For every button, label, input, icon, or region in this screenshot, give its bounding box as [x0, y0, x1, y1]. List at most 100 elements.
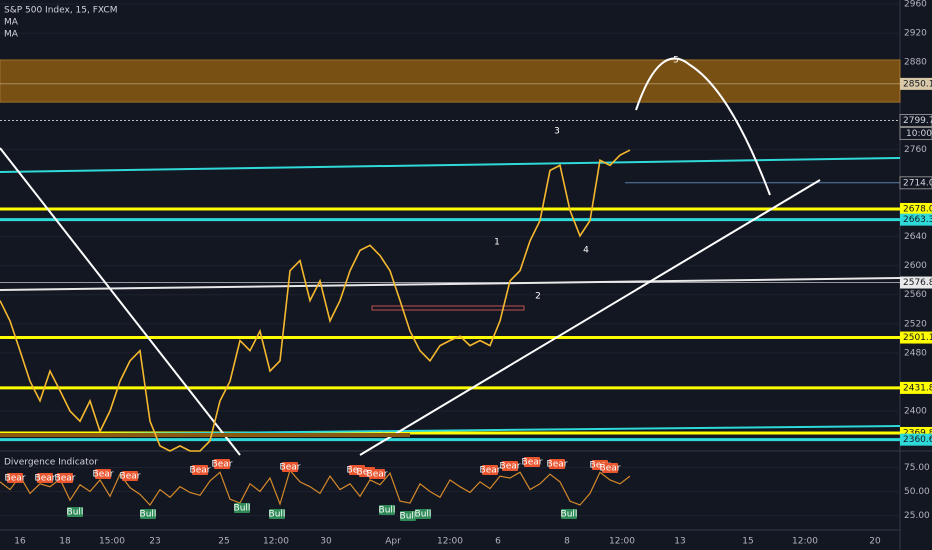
x-tick-label: 12:00 — [792, 537, 818, 547]
level-label-bg — [900, 331, 932, 344]
wave-label: 3 — [554, 127, 560, 137]
x-tick-label: 13 — [674, 537, 685, 547]
signal-label: Bull — [140, 510, 157, 520]
price-line — [0, 149, 631, 452]
signal-bg — [214, 459, 230, 469]
signal-label: Bear — [357, 468, 378, 478]
level-label-bg — [900, 213, 932, 226]
level-label: 2678.0 — [903, 204, 932, 214]
signal-label: Bear — [367, 470, 388, 480]
symbol-title: S&P 500 Index, 15, FXCM — [4, 6, 117, 16]
level-label-bg — [900, 381, 932, 394]
y-tick-label: 2480 — [904, 348, 927, 358]
signal-bg — [234, 503, 250, 513]
level-label: 2501.1 — [903, 333, 932, 343]
y-tick-label: 2880 — [904, 58, 927, 68]
x-tick-label: 8 — [564, 537, 570, 547]
signal-label: Bear — [280, 463, 301, 473]
signal-bg — [524, 457, 540, 467]
signal-bg — [57, 473, 73, 483]
y-tick-label: 2560 — [904, 290, 927, 300]
level-label-bg — [899, 114, 932, 128]
signal-label: Bear — [5, 474, 26, 484]
signal-label: Bull — [379, 506, 396, 516]
signal-bg — [502, 461, 518, 471]
signal-label: Bear — [600, 464, 621, 474]
level-label: 2850.1 — [903, 79, 932, 89]
level-label: 2714.0 — [903, 178, 932, 188]
y-tick-label: 2600 — [904, 261, 927, 271]
signal-bg — [192, 465, 208, 475]
range-box — [371, 305, 525, 311]
signal-label: Bear — [590, 461, 611, 471]
signal-label: Bear — [55, 474, 76, 484]
signal-bg — [282, 462, 298, 472]
wave-label: 2 — [535, 292, 541, 302]
wave-label: 4 — [583, 246, 589, 256]
level-label-bg — [900, 202, 932, 215]
signal-label: Bear — [347, 466, 368, 476]
y-tick-label: 50.00 — [904, 487, 930, 497]
signal-label: Bear — [93, 470, 114, 480]
signal-bg — [400, 511, 416, 521]
signal-label: Bull — [400, 512, 417, 522]
signal-label: Bear — [120, 472, 141, 482]
signal-bg — [67, 507, 83, 517]
x-tick-label: 15:00 — [99, 537, 125, 547]
signal-label: Bear — [480, 466, 501, 476]
range-box — [0, 433, 410, 437]
signal-bg — [549, 459, 565, 469]
signal-bg — [7, 473, 23, 483]
trend-line — [0, 277, 901, 291]
level-label: 2576.8 — [903, 278, 932, 288]
signal-label: Bull — [234, 504, 251, 514]
x-tick-label: Apr — [385, 537, 401, 547]
x-tick-label: 16 — [14, 537, 26, 547]
x-tick-label: 30 — [320, 537, 332, 547]
y-tick-label: 2400 — [904, 407, 927, 417]
wave-label: 5 — [673, 56, 679, 66]
countdown-bg — [899, 127, 932, 141]
signal-bg — [379, 505, 395, 515]
signal-bg — [602, 463, 618, 473]
signal-label: Bear — [212, 460, 233, 470]
signal-bg — [369, 469, 385, 479]
price-axis — [900, 0, 932, 550]
projection-curve — [635, 57, 771, 196]
legend-entry: MA — [4, 18, 19, 28]
signal-label: Bull — [269, 510, 286, 520]
x-tick-label: 6 — [495, 537, 501, 547]
signal-bg — [122, 471, 138, 481]
signal-label: Bear — [547, 460, 568, 470]
level-label-bg — [900, 433, 932, 446]
level-label-bg — [900, 276, 932, 289]
indicator-line — [0, 469, 631, 506]
countdown: 10:00 — [906, 129, 932, 139]
y-tick-label: 2760 — [904, 145, 927, 155]
trend-line — [0, 147, 241, 456]
x-tick-label: 12:00 — [609, 537, 635, 547]
supply-zone — [0, 59, 901, 103]
y-tick-label: 2520 — [904, 319, 927, 329]
y-tick-label: 2960 — [904, 0, 927, 9]
level-label: 2360.6 — [903, 435, 932, 445]
signal-bg — [269, 509, 285, 519]
y-tick-label: 2640 — [904, 232, 927, 242]
signal-label: Bull — [67, 508, 84, 518]
wave-label: 1 — [494, 238, 500, 248]
signal-bg — [140, 509, 156, 519]
trend-line — [0, 157, 901, 173]
x-tick-label: 12:00 — [437, 537, 463, 547]
signal-label: Bear — [35, 474, 56, 484]
signal-label: Bear — [522, 458, 543, 468]
x-tick-label: 25 — [218, 537, 229, 547]
signal-bg — [95, 469, 111, 479]
level-label: 2369.8 — [903, 428, 932, 438]
level-label: 2431.8 — [903, 383, 932, 393]
y-tick-label: 75.00 — [904, 463, 930, 473]
x-tick-label: 15 — [742, 537, 753, 547]
indicator-title: Divergence Indicator — [4, 458, 98, 468]
signal-bg — [561, 509, 577, 519]
signal-label: Bear — [500, 462, 521, 472]
